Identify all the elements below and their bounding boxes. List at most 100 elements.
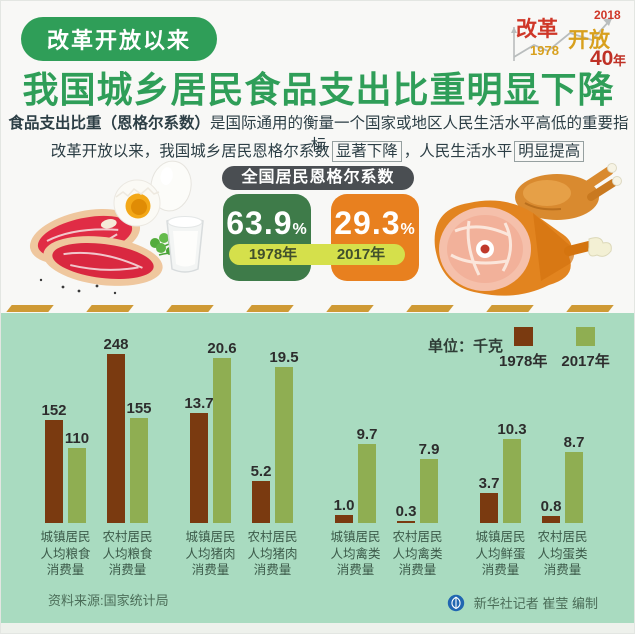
dash	[486, 305, 534, 312]
reform-40-years-logo: 改革 2018 开放 1978 40 年	[511, 8, 626, 69]
bar-column-2017年: 110	[64, 430, 90, 523]
logo-kaifang-text: 开放	[568, 28, 611, 52]
engel-card-1978: 63.9%	[223, 194, 311, 281]
bar-column-2017年: 155	[126, 400, 152, 523]
bar-column-2017年: 19.5	[269, 349, 299, 523]
engel-card-2017: 29.3%	[331, 194, 419, 281]
bar-column-2017年: 10.3	[497, 421, 527, 523]
egg-whole-icon	[150, 160, 192, 212]
top-section: 改革开放以来 改革 2018 开放 1978 40 年 我国城乡居民食品支出比重…	[1, 1, 634, 313]
bar-column-1978年: 248	[103, 336, 129, 523]
dashed-divider	[6, 305, 614, 312]
bar-pair: 1.0 9.7 城镇居民 人均禽类 消费量	[330, 426, 380, 577]
bar-2017年	[565, 452, 583, 523]
subtitle-rest-part: 是国际通用的衡量一个国家或地区人民生活水平高低的重要指标	[210, 115, 629, 154]
engel-year-pill: 1978年 2017年	[229, 244, 405, 265]
legend-swatch-1978	[513, 327, 533, 346]
bar-pair: 0.8 8.7 农村居民 人均蛋类 消费量	[537, 434, 587, 577]
legend-label-2017: 2017年	[561, 353, 610, 370]
bar-1978年	[190, 413, 208, 523]
bar-category-label: 城镇居民 人均猪肉 消费量	[185, 530, 236, 577]
legend-swatch-2017	[576, 327, 596, 346]
egg-cracked-icon	[113, 179, 161, 227]
food-illustration-right	[434, 163, 622, 296]
footer-credit: 新华社记者 崔莹 编制	[447, 593, 598, 612]
bar-column-1978年: 13.7	[184, 395, 214, 523]
chart-legend: 1978年 2017年	[499, 327, 610, 371]
dash	[406, 305, 454, 312]
dash	[166, 305, 214, 312]
bar-pair: 248 155 农村居民 人均粮食 消费量	[102, 336, 152, 577]
bar-category-label: 城镇居民 人均粮食 消费量	[40, 530, 91, 577]
bottom-strip	[1, 623, 634, 633]
food-illustration-left	[29, 160, 204, 295]
bar-value-label: 19.5	[269, 349, 299, 366]
bar-2017年	[420, 459, 438, 523]
dash	[6, 305, 54, 312]
milk-glass-icon	[166, 216, 204, 273]
bar-column-1978年: 152	[41, 402, 67, 523]
bar-value-label: 20.6	[207, 340, 237, 357]
bar-value-label: 152	[41, 402, 67, 419]
bar-2017年	[503, 439, 521, 523]
credit-text: 新华社记者 崔莹 编制	[473, 596, 598, 611]
bar-1978年	[45, 420, 63, 523]
highlight-box-improve: 明显提高	[514, 141, 585, 162]
roast-chicken-icon	[515, 163, 622, 220]
pepper-dots	[39, 278, 117, 295]
logo-gaige-text: 改革	[516, 17, 558, 41]
bar-value-label: 10.3	[497, 421, 527, 438]
bar-2017年	[68, 448, 86, 523]
page-title: 我国城乡居民食品支出比重明显下降	[22, 69, 615, 110]
logo-2018-text: 2018	[594, 8, 621, 22]
bar-category-label: 农村居民 人均粮食 消费量	[102, 530, 153, 577]
bars-row: 152 110 城镇居民 人均粮食 消费量 248 155 农村居民 人均粮食 消费量 13…	[40, 323, 587, 577]
dash	[86, 305, 134, 312]
bar-column-2017年: 7.9	[418, 441, 440, 523]
bar-column-1978年: 0.3	[396, 503, 416, 523]
legend-item-2017: 2017年	[561, 327, 610, 371]
engel-year-2017: 2017年	[336, 246, 386, 263]
bar-value-label: 1.0	[333, 497, 355, 514]
bar-category-label: 农村居民 人均猪肉 消费量	[247, 530, 298, 577]
subtitle-bold-part: 食品支出比重（恩格尔系数）	[8, 115, 210, 132]
bar-value-label: 9.7	[356, 426, 378, 443]
ham-icon	[434, 200, 612, 296]
engel-value-1978: 63.9%	[226, 205, 308, 241]
bar-2017年	[213, 358, 231, 523]
data-source: 资料来源:国家统计局	[48, 593, 169, 608]
steak-front-icon	[43, 236, 163, 286]
subtitle-line2: 改革开放以来，我国城乡居民恩格尔系数 显著下降 ，人民生活水平 明显提高	[1, 139, 634, 162]
chart-section: 单位：千克 1978年 2017年 152 110 城镇居民 人均粮食 消费量 248…	[1, 305, 634, 623]
xinhua-logo	[447, 594, 464, 611]
bar-value-label: 110	[64, 430, 90, 447]
bar-1978年	[542, 516, 560, 523]
engel-heading: 全国居民恩格尔系数	[222, 166, 414, 190]
bar-value-label: 3.7	[478, 475, 500, 492]
bar-value-label: 7.9	[418, 441, 440, 458]
bar-column-2017年: 9.7	[356, 426, 378, 523]
bar-2017年	[130, 418, 148, 523]
bar-value-label: 5.2	[250, 463, 272, 480]
bar-1978年	[335, 515, 353, 523]
dash	[326, 305, 374, 312]
bar-value-label: 13.7	[184, 395, 214, 412]
header-badge: 改革开放以来	[21, 17, 218, 61]
logo-40-text: 40	[590, 47, 613, 69]
dash	[246, 305, 294, 312]
logo-nian-text: 年	[613, 53, 626, 68]
engel-year-1978: 1978年	[248, 246, 298, 263]
highlight-box-decline: 显著下降	[331, 141, 402, 162]
logo-1978-text: 1978	[530, 43, 559, 58]
bar-column-2017年: 8.7	[564, 434, 584, 523]
bar-category-label: 农村居民 人均禽类 消费量	[392, 530, 443, 577]
bar-pair: 5.2 19.5 农村居民 人均猪肉 消费量	[247, 349, 299, 577]
legend-item-1978: 1978年	[499, 327, 547, 371]
bar-1978年	[252, 481, 270, 523]
bar-category-label: 农村居民 人均蛋类 消费量	[537, 530, 588, 577]
subtitle-line1: 食品支出比重（恩格尔系数）是国际通用的衡量一个国家或地区人民生活水平高低的重要指…	[1, 111, 634, 155]
bar-column-1978年: 1.0	[333, 497, 355, 523]
dash	[566, 305, 614, 312]
bar-pair: 3.7 10.3 城镇居民 人均鲜蛋 消费量	[475, 421, 527, 577]
